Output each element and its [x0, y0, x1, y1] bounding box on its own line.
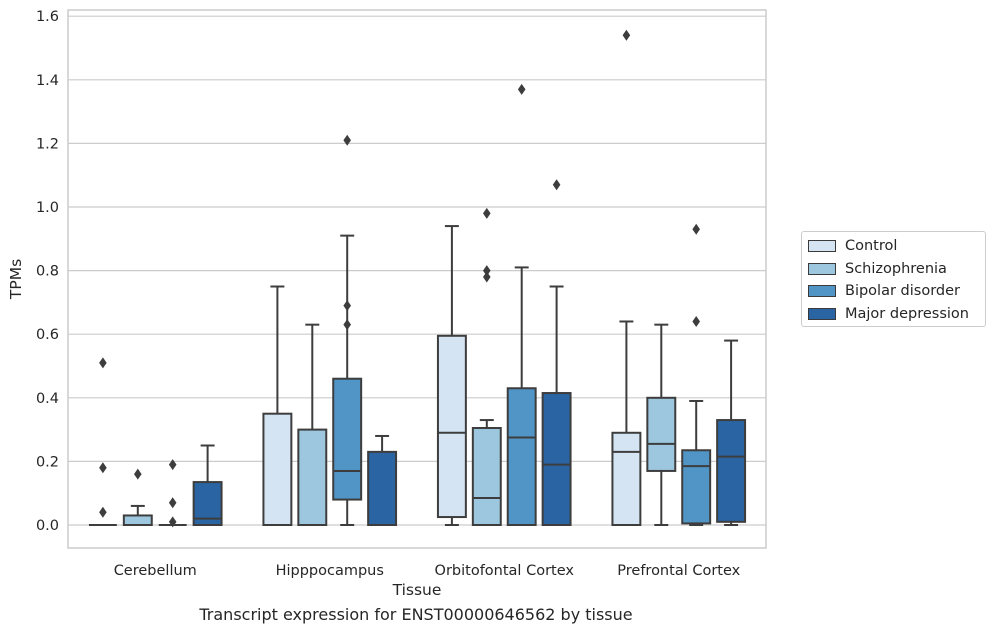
outlier-point	[692, 315, 700, 327]
y-tick-label: 1.2	[36, 136, 59, 152]
legend-label: Bipolar disorder	[845, 283, 960, 299]
legend: Control Schizophrenia Bipolar disorder Majo…	[801, 231, 986, 327]
box	[541, 392, 572, 526]
box	[332, 377, 363, 501]
y-tick-label: 1.4	[36, 73, 59, 89]
y-tick-label: 0.0	[36, 518, 59, 534]
x-tick-label: Hipppocampus	[276, 563, 384, 579]
legend-swatch	[808, 285, 836, 297]
box	[436, 334, 467, 519]
box	[122, 514, 153, 527]
x-tick-label: Cerebellum	[114, 563, 197, 579]
outlier-point	[134, 468, 142, 480]
y-tick-label: 1.0	[36, 200, 59, 216]
box	[471, 427, 502, 527]
legend-item: Control	[808, 236, 897, 256]
y-tick-label: 0.6	[36, 327, 59, 343]
y-axis-label: TPMs	[7, 259, 25, 300]
box	[681, 449, 712, 525]
box	[367, 450, 398, 526]
y-tick-label: 0.4	[36, 391, 59, 407]
y-tick-label: 1.6	[36, 9, 59, 25]
legend-item: Bipolar disorder	[808, 281, 960, 301]
outlier-point	[552, 179, 561, 191]
legend-item: Major depression	[808, 304, 969, 324]
outlier-point	[168, 516, 177, 528]
legend-swatch	[808, 262, 836, 275]
outlier-point	[692, 223, 700, 235]
outlier-point	[343, 319, 351, 331]
outlier-point	[168, 459, 177, 471]
box	[297, 428, 328, 527]
y-tick-label: 0.2	[36, 454, 59, 470]
box	[262, 412, 293, 527]
legend-item: Schizophrenia	[808, 259, 947, 279]
legend-swatch	[808, 240, 836, 252]
box	[506, 387, 537, 527]
outlier-point	[483, 207, 491, 219]
x-tick-label: Orbitofontal Cortex	[435, 563, 575, 579]
outlier-point	[622, 29, 631, 41]
outlier-point	[483, 271, 491, 283]
outlier-point	[168, 497, 177, 509]
outlier-point	[99, 462, 107, 474]
box	[611, 431, 642, 526]
outlier-point	[517, 83, 526, 95]
plot-frame	[67, 9, 767, 549]
outlier-point	[343, 300, 351, 312]
box	[716, 419, 747, 523]
outlier-point	[483, 265, 491, 277]
outlier-point	[343, 134, 351, 146]
outlier-point	[99, 357, 107, 369]
figure-caption: Transcript expression for ENST0000064656…	[199, 605, 633, 624]
box	[646, 396, 677, 472]
legend-label: Major depression	[845, 305, 969, 322]
legend-label: Control	[845, 238, 898, 254]
outlier-point	[99, 506, 107, 518]
legend-swatch	[808, 307, 836, 320]
legend-label: Schizophrenia	[845, 260, 947, 277]
y-tick-label: 0.8	[36, 264, 59, 280]
x-axis-label: Tissue	[392, 581, 442, 599]
x-tick-label: Prefrontal Cortex	[617, 563, 740, 579]
